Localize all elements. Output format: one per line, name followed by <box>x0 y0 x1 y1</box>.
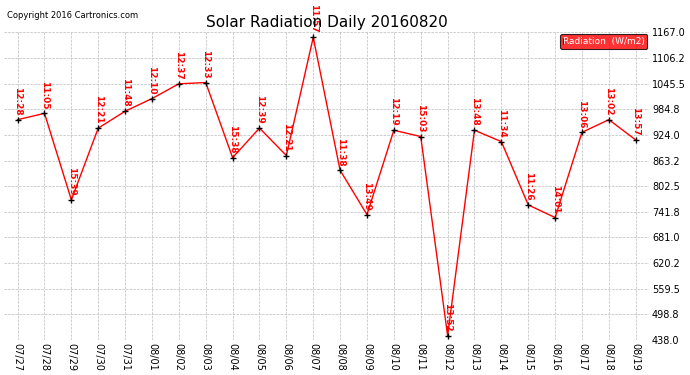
Text: 11:38: 11:38 <box>335 138 344 166</box>
Text: 11:26: 11:26 <box>524 172 533 201</box>
Text: 12:21: 12:21 <box>94 95 103 124</box>
Text: 13:02: 13:02 <box>604 87 613 116</box>
Text: 13:06: 13:06 <box>578 100 586 128</box>
Text: 15:39: 15:39 <box>67 167 76 196</box>
Text: 15:38: 15:38 <box>228 125 237 153</box>
Text: 15:03: 15:03 <box>416 104 425 132</box>
Text: 12:28: 12:28 <box>13 87 22 116</box>
Text: 11:48: 11:48 <box>121 78 130 107</box>
Text: 12:10: 12:10 <box>148 66 157 94</box>
Text: 12:37: 12:37 <box>175 51 184 80</box>
Text: 11:34: 11:34 <box>497 109 506 138</box>
Text: 13:48: 13:48 <box>470 97 479 126</box>
Legend: Radiation  (W/m2): Radiation (W/m2) <box>560 34 647 48</box>
Text: 12:39: 12:39 <box>255 95 264 124</box>
Text: 14:01: 14:01 <box>551 185 560 213</box>
Text: 12:21: 12:21 <box>282 123 291 152</box>
Title: Solar Radiation Daily 20160820: Solar Radiation Daily 20160820 <box>206 15 448 30</box>
Text: 13:52: 13:52 <box>443 303 452 332</box>
Text: 11:05: 11:05 <box>40 81 49 109</box>
Text: Copyright 2016 Cartronics.com: Copyright 2016 Cartronics.com <box>7 11 138 20</box>
Text: 12:33: 12:33 <box>201 50 210 78</box>
Text: 13:49: 13:49 <box>362 182 371 210</box>
Text: 12:19: 12:19 <box>389 97 398 126</box>
Text: 13:57: 13:57 <box>631 107 640 136</box>
Text: 11:57: 11:57 <box>308 4 317 33</box>
